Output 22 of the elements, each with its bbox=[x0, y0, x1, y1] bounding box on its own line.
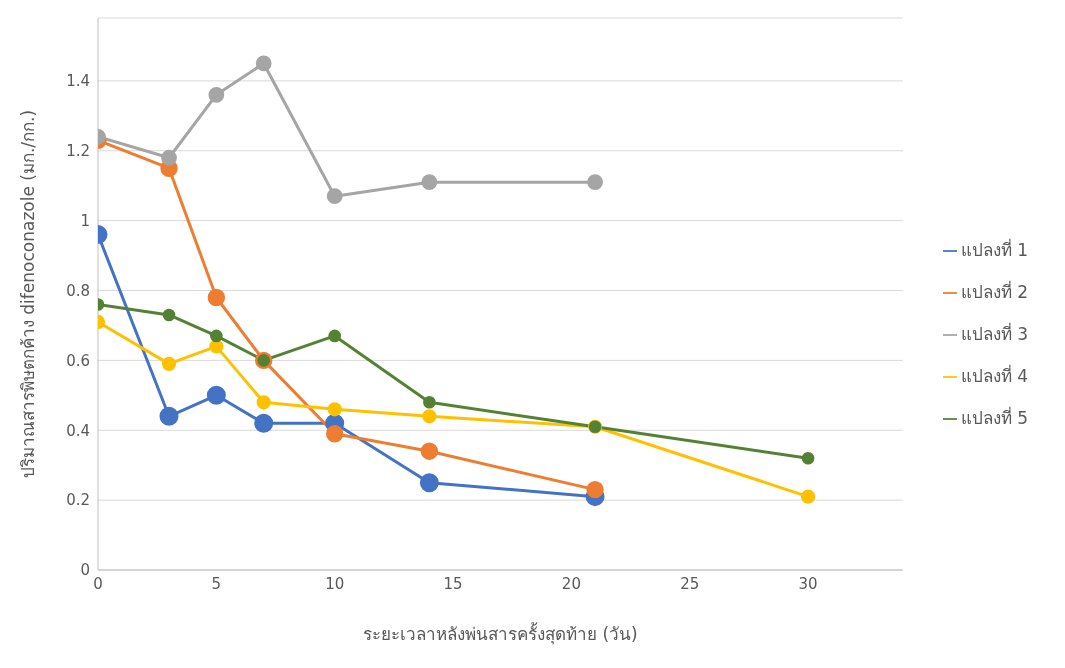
y-tick-label: 1.2 bbox=[66, 142, 90, 161]
x-tick-label: 30 bbox=[798, 574, 818, 593]
legend-label: แปลงที่ 2 bbox=[960, 282, 1028, 302]
legend-label: แปลงที่ 5 bbox=[960, 408, 1028, 428]
y-tick-label: 0.4 bbox=[66, 421, 90, 440]
y-tick-label: 1.4 bbox=[66, 72, 90, 91]
legend-label: แปลงที่ 3 bbox=[960, 324, 1028, 344]
x-tick-label: 25 bbox=[680, 574, 700, 593]
y-tick-label: 0.6 bbox=[66, 351, 90, 370]
y-tick-label: 0.2 bbox=[66, 491, 90, 510]
x-tick-label: 10 bbox=[325, 574, 345, 593]
x-tick-label: 5 bbox=[211, 574, 222, 593]
y-axis-title: ปริมาณสารพิษตกค้าง difenoconazole (มก./กก.) bbox=[18, 109, 39, 479]
legend-label: แปลงที่ 1 bbox=[960, 240, 1028, 260]
x-tick-label: 15 bbox=[443, 574, 463, 593]
legend-label: แปลงที่ 4 bbox=[960, 366, 1028, 386]
y-tick-label: 0 bbox=[80, 561, 90, 580]
x-tick-label: 0 bbox=[93, 574, 103, 593]
y-tick-label: 0.8 bbox=[66, 281, 90, 300]
y-tick-label: 1 bbox=[80, 211, 90, 230]
x-tick-label: 20 bbox=[561, 574, 581, 593]
x-axis-title: ระยะเวลาหลังพ่นสารครั้งสุดท้าย (วัน) bbox=[363, 622, 638, 645]
